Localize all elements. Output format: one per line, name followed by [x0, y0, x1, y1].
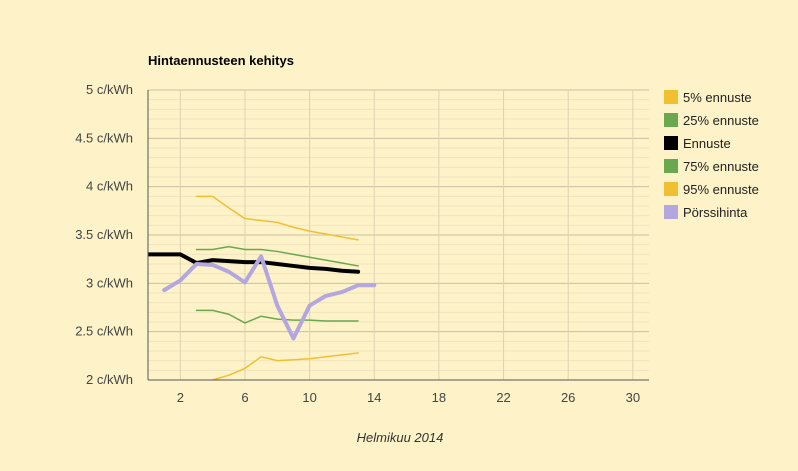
legend-swatch: [664, 136, 678, 150]
y-tick-label: 2.5 c/kWh: [75, 324, 133, 339]
series-line-25-ennuste: [195, 245, 359, 267]
x-axis-label: Helmikuu 2014: [357, 430, 444, 445]
x-tick-label: 22: [496, 390, 510, 405]
legend-label: Pörssihinta: [683, 205, 748, 220]
x-tick-label: 2: [177, 390, 184, 405]
legend-swatch: [664, 182, 678, 196]
legend-label: Ennuste: [683, 136, 731, 151]
legend-swatch: [664, 205, 678, 219]
x-tick-label: 26: [561, 390, 575, 405]
y-tick-label: 2 c/kWh: [86, 372, 133, 387]
chart-title: Hintaennusteen kehitys: [148, 53, 294, 68]
axes: 2 c/kWh 2.5 c/kWh 3 c/kWh 3.5 c/kWh 4 c/kWh 4…: [75, 82, 649, 405]
legend-swatch: [664, 159, 678, 173]
legend-label: 95% ennuste: [683, 182, 759, 197]
series-line-ennuste: [148, 252, 361, 274]
y-tick-label: 4.5 c/kWh: [75, 130, 133, 145]
series-line-5-ennuste: [195, 195, 359, 241]
y-tick-label: 3 c/kWh: [86, 275, 133, 290]
legend-label: 25% ennuste: [683, 113, 759, 128]
x-tick-label: 30: [626, 390, 640, 405]
x-tick-label: 10: [302, 390, 316, 405]
series-line-75-ennuste: [195, 309, 359, 324]
legend-label: 5% ennuste: [683, 90, 752, 105]
legend: 5% ennuste 25% ennuste Ennuste 75% ennuste 9…: [664, 90, 759, 220]
x-tick-label: 18: [432, 390, 446, 405]
legend-swatch: [664, 90, 678, 104]
y-tick-label: 5 c/kWh: [86, 82, 133, 97]
series-line-p-rssihinta: [162, 254, 377, 341]
series-line-95-ennuste: [211, 352, 359, 380]
y-tick-label: 4 c/kWh: [86, 179, 133, 194]
grid: [148, 89, 649, 381]
legend-label: 75% ennuste: [683, 159, 759, 174]
legend-swatch: [664, 113, 678, 127]
x-tick-label: 14: [367, 390, 381, 405]
y-tick-label: 3.5 c/kWh: [75, 227, 133, 242]
x-tick-label: 6: [241, 390, 248, 405]
series-lines: [148, 195, 377, 380]
